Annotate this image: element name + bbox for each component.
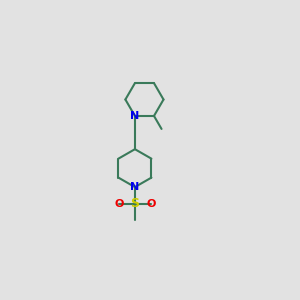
Text: O: O <box>146 199 155 209</box>
Text: S: S <box>130 197 140 210</box>
Text: O: O <box>114 199 124 209</box>
Text: N: N <box>130 111 140 121</box>
Text: N: N <box>130 182 140 192</box>
